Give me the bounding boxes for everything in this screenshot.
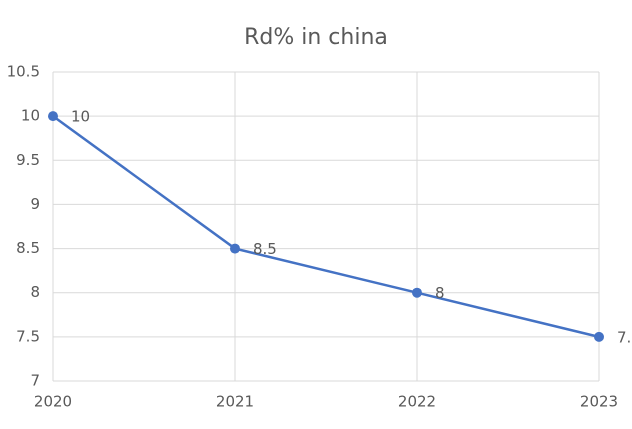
y-tick-label: 7 bbox=[30, 372, 40, 390]
data-label: 8.5 bbox=[253, 240, 277, 258]
y-tick-label: 10.5 bbox=[7, 63, 40, 81]
x-tick-label: 2022 bbox=[398, 393, 436, 411]
point bbox=[412, 287, 422, 298]
x-tick-label: 2023 bbox=[580, 393, 618, 411]
y-tick-label: 9.5 bbox=[16, 151, 40, 169]
y-tick-label: 10 bbox=[21, 107, 40, 125]
chart-title: Rd% in china bbox=[244, 25, 388, 50]
y-tick-label: 8 bbox=[30, 283, 40, 301]
point bbox=[230, 243, 240, 254]
y-tick-label: 8.5 bbox=[16, 239, 40, 257]
data-label: 10 bbox=[71, 108, 90, 126]
point bbox=[594, 331, 604, 342]
data-label: 8 bbox=[435, 284, 445, 302]
x-tick-label: 2020 bbox=[34, 393, 72, 411]
x-tick-label: 2021 bbox=[216, 393, 254, 411]
line bbox=[52, 115, 600, 339]
point bbox=[48, 111, 58, 122]
data-label: 7.5 bbox=[617, 328, 632, 346]
y-tick-label: 9 bbox=[30, 195, 40, 213]
y-tick-label: 7.5 bbox=[16, 327, 40, 345]
